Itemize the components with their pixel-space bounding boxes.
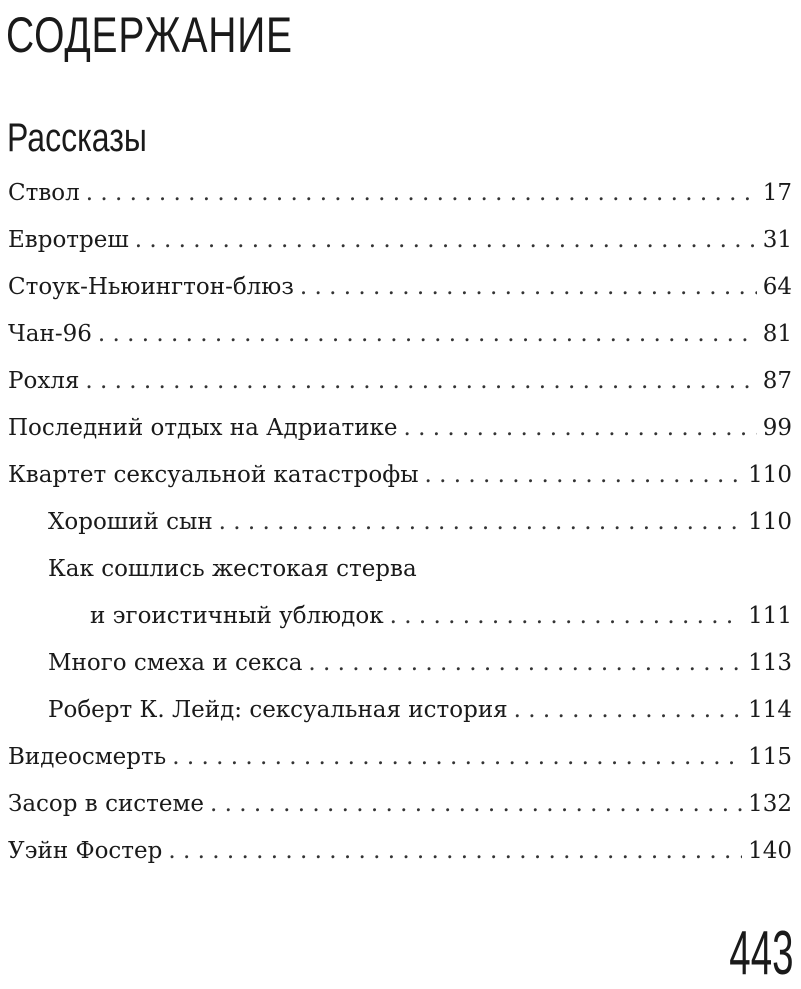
toc-entry-title: Хороший сын: [48, 509, 213, 535]
toc-entry-title: Рохля: [8, 368, 80, 394]
page-title: СОДЕРЖАНИЕ: [6, 7, 293, 63]
toc-entry-page: 81: [762, 321, 792, 347]
page-number: 443: [728, 919, 793, 988]
toc-entry[interactable]: Роберт К. Лейд: сексуальная история 114: [0, 697, 792, 744]
toc-entry[interactable]: Евротреш 31: [0, 227, 792, 274]
toc-entry[interactable]: Квартет сексуальной катастрофы 110: [0, 462, 792, 509]
toc-entry[interactable]: Хороший сын 110: [0, 509, 792, 556]
toc-entry[interactable]: Видеосмерть 115: [0, 744, 792, 791]
toc-entry-page: 87: [762, 368, 792, 394]
toc-entry[interactable]: Ствол 17: [0, 180, 792, 227]
toc-entry[interactable]: и эгоистичный ублюдок 111: [0, 603, 792, 650]
toc-entry-title: Последний отдых на Адриатике: [8, 415, 398, 441]
toc-entry-page: 115: [748, 744, 792, 770]
dot-leader: [168, 838, 742, 864]
dot-leader: [404, 415, 757, 441]
dot-leader: [135, 227, 757, 253]
toc-entry-title: Стоук-Ньюингтон-блюз: [8, 274, 294, 300]
toc-entry-page: 132: [748, 791, 792, 817]
toc-entry-title: Видеосмерть: [8, 744, 167, 770]
toc-entry-page: 31: [762, 227, 792, 253]
toc-entry[interactable]: Последний отдых на Адриатике 99: [0, 415, 792, 462]
toc-entry-page: 99: [762, 415, 792, 441]
toc-entry-page: 110: [748, 462, 792, 488]
table-of-contents: Ствол 17 Евротреш 31 Стоук-Ньюингтон-блюз 64 Ч…: [0, 180, 792, 885]
toc-entry[interactable]: Много смеха и секса 113: [0, 650, 792, 697]
dot-leader: [85, 368, 756, 394]
dot-leader: [210, 791, 742, 817]
toc-entry-title: Чан-96: [8, 321, 92, 347]
toc-entry[interactable]: Засор в системе 132: [0, 791, 792, 838]
dot-leader: [172, 744, 742, 770]
toc-entry-page: 64: [762, 274, 792, 300]
toc-entry-title: Уэйн Фостер: [8, 838, 163, 864]
toc-entry-title: Ствол: [8, 180, 80, 206]
dot-leader: [425, 462, 743, 488]
toc-entry-title: Квартет сексуальной катастрофы: [8, 462, 419, 488]
toc-entry-title: Много смеха и секса: [48, 650, 303, 676]
toc-entry-page: 113: [748, 650, 792, 676]
dot-leader: [514, 697, 742, 723]
dot-leader: [390, 603, 743, 629]
toc-entry-title: Как сошлись жестокая стерва: [48, 556, 417, 582]
toc-entry-page: 110: [748, 509, 792, 535]
section-heading: Рассказы: [7, 116, 147, 160]
toc-entry[interactable]: Чан-96 81: [0, 321, 792, 368]
toc-entry[interactable]: Как сошлись жестокая стерва: [0, 556, 792, 603]
toc-entry-page: 114: [748, 697, 792, 723]
dot-leader: [219, 509, 742, 535]
toc-entry[interactable]: Рохля 87: [0, 368, 792, 415]
toc-entry-title: Евротреш: [8, 227, 129, 253]
toc-entry[interactable]: Уэйн Фостер 140: [0, 838, 792, 885]
dot-leader: [300, 274, 757, 300]
toc-entry-title: Роберт К. Лейд: сексуальная история: [48, 697, 508, 723]
dot-leader: [98, 321, 757, 347]
dot-leader: [308, 650, 742, 676]
toc-entry-title: и эгоистичный ублюдок: [90, 603, 384, 629]
toc-entry-page: 111: [748, 603, 792, 629]
toc-entry-page: 17: [762, 180, 792, 206]
toc-entry-title: Засор в системе: [8, 791, 204, 817]
dot-leader: [86, 180, 757, 206]
toc-entry[interactable]: Стоук-Ньюингтон-блюз 64: [0, 274, 792, 321]
toc-entry-page: 140: [748, 838, 792, 864]
